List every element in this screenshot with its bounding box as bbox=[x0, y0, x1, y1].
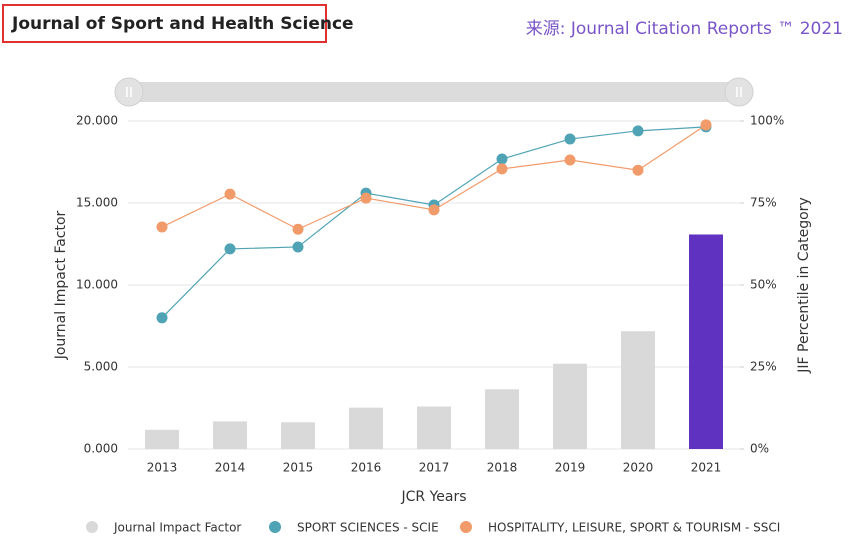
point bbox=[496, 163, 508, 175]
point bbox=[224, 243, 236, 255]
bar bbox=[689, 234, 723, 449]
point bbox=[632, 125, 644, 137]
y-tick-label: 10.000 bbox=[76, 278, 118, 292]
bar bbox=[145, 429, 179, 449]
x-tick-label: 2014 bbox=[215, 461, 246, 475]
slider-track bbox=[118, 82, 752, 102]
legend-label: Journal Impact Factor bbox=[113, 521, 241, 535]
point bbox=[156, 312, 168, 324]
x-tick-label: 2018 bbox=[487, 461, 518, 475]
y-tick-label: 5.000 bbox=[84, 360, 118, 374]
legend-swatch bbox=[269, 521, 281, 533]
point bbox=[428, 204, 440, 216]
y2-tick-label: 25% bbox=[750, 360, 777, 374]
y-tick-label: 20.000 bbox=[76, 114, 118, 128]
bar bbox=[281, 422, 315, 449]
x-tick-label: 2021 bbox=[691, 461, 722, 475]
bar bbox=[213, 421, 247, 449]
slider-handle[interactable] bbox=[724, 77, 754, 107]
bar bbox=[349, 407, 383, 449]
y2-tick-label: 0% bbox=[750, 442, 769, 456]
y-tick-label: 0.000 bbox=[84, 442, 118, 456]
point bbox=[224, 188, 236, 200]
legend-item[interactable]: HOSPITALITY, LEISURE, SPORT & TOURISM - … bbox=[460, 521, 780, 535]
range-slider[interactable] bbox=[114, 77, 754, 107]
chart-title: Journal of Sport and Health Science bbox=[11, 14, 354, 34]
x-tick-label: 2017 bbox=[419, 461, 450, 475]
source: 来源: Journal Citation Reports ™ 2021 bbox=[526, 19, 843, 39]
point bbox=[700, 119, 712, 131]
legend-item[interactable]: Journal Impact Factor bbox=[86, 521, 241, 535]
legend-item[interactable]: SPORT SCIENCES - SCIE bbox=[269, 521, 439, 535]
y-axis-title: Journal Impact Factor bbox=[53, 210, 69, 360]
bar bbox=[485, 389, 519, 449]
y2-tick-label: 100% bbox=[750, 114, 784, 128]
y2-tick-label: 75% bbox=[750, 196, 777, 210]
y2-tick-label: 50% bbox=[750, 278, 777, 292]
line bbox=[161, 126, 707, 319]
point bbox=[564, 154, 576, 166]
x-tick-label: 2020 bbox=[623, 461, 654, 475]
bar bbox=[417, 406, 451, 449]
point bbox=[292, 223, 304, 235]
point bbox=[564, 133, 576, 145]
x-tick-label: 2016 bbox=[351, 461, 382, 475]
x-tick-label: 2013 bbox=[147, 461, 178, 475]
legend-swatch bbox=[460, 521, 472, 533]
point bbox=[360, 192, 372, 204]
y2-axis-title: JIF Percentile in Category bbox=[796, 197, 812, 373]
point bbox=[292, 241, 304, 253]
legend-label: SPORT SCIENCES - SCIE bbox=[297, 521, 439, 535]
legend-swatch bbox=[86, 521, 98, 533]
bar bbox=[553, 363, 587, 449]
point bbox=[496, 153, 508, 165]
bar bbox=[621, 331, 655, 449]
x-tick-label: 2015 bbox=[283, 461, 314, 475]
slider-handle[interactable] bbox=[114, 77, 144, 107]
title-box bbox=[2, 4, 327, 43]
point bbox=[632, 164, 644, 176]
point bbox=[156, 221, 168, 233]
x-tick-label: 2019 bbox=[555, 461, 586, 475]
x-axis-title: JCR Years bbox=[400, 489, 466, 505]
y-tick-label: 15.000 bbox=[76, 196, 118, 210]
legend-label: HOSPITALITY, LEISURE, SPORT & TOURISM - … bbox=[488, 521, 780, 535]
